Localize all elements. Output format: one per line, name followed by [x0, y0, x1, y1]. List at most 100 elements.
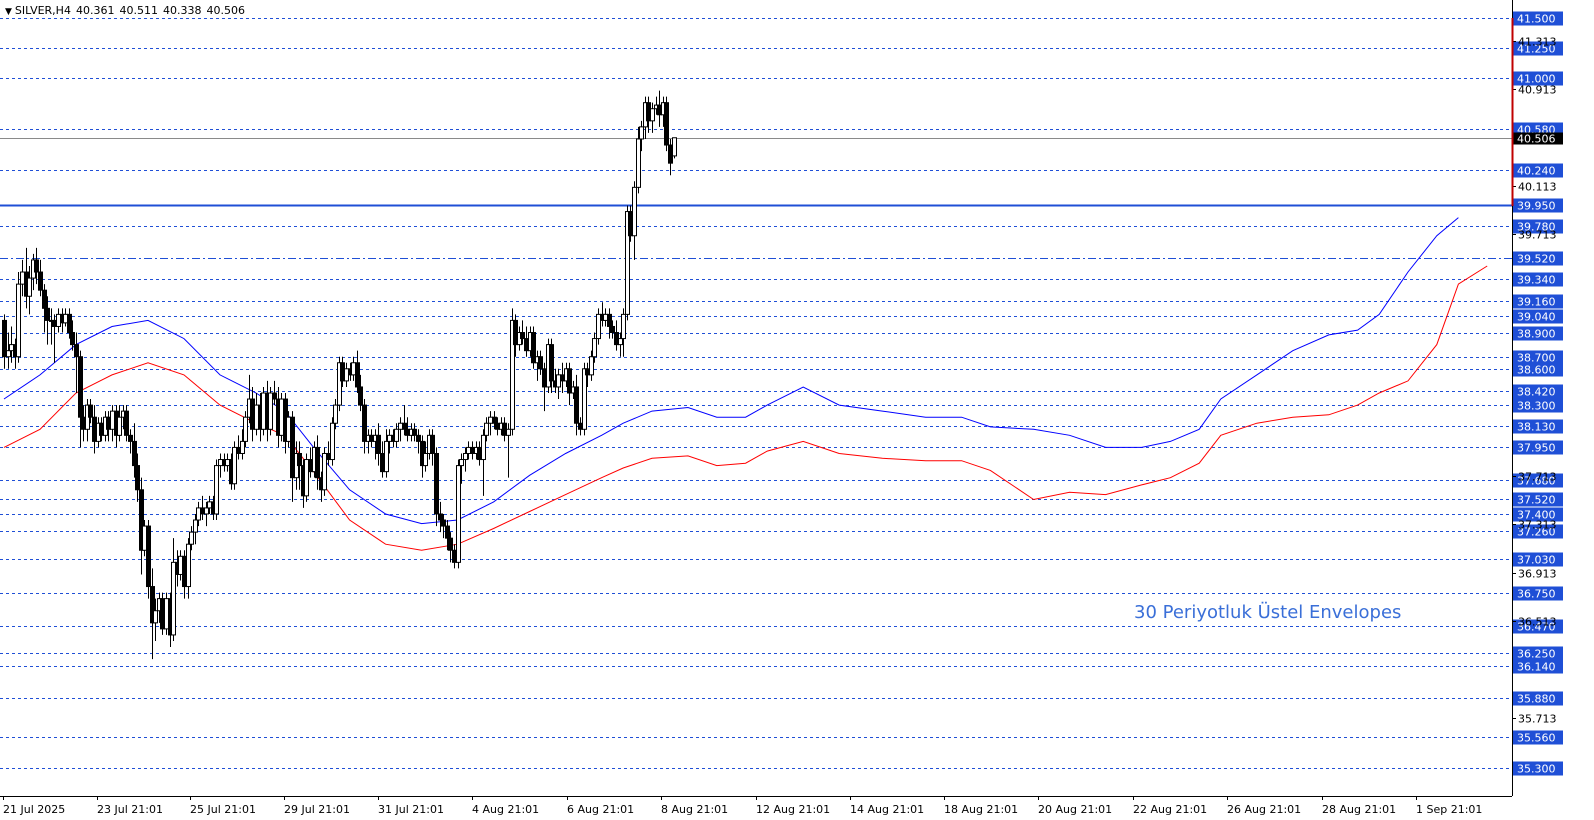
candle-up: [672, 137, 677, 157]
candle-up: [384, 440, 389, 473]
candle-up: [632, 186, 637, 237]
candle-down: [578, 422, 583, 430]
price-tick-label: 37.713: [1518, 471, 1557, 484]
level-label-bg: [1513, 586, 1563, 601]
level-label-bg: [1513, 440, 1563, 455]
candle-down: [124, 410, 129, 436]
level-label-bg: [1513, 326, 1563, 341]
candle-up: [142, 525, 147, 551]
candle-down: [607, 313, 612, 327]
level-label: 41.000: [1517, 73, 1556, 86]
candle-down: [45, 307, 50, 321]
candle-down: [448, 537, 453, 551]
candle-up: [463, 452, 468, 461]
level-label-bg: [1513, 646, 1563, 661]
candle-up: [171, 561, 176, 636]
candle-down: [438, 513, 443, 521]
candle-up: [6, 350, 11, 358]
lower-envelope-line: [3, 265, 1488, 551]
candle-up: [481, 434, 486, 461]
candle-up: [322, 452, 327, 491]
candle-up: [556, 374, 561, 388]
candle-up: [153, 610, 158, 624]
candle-up: [394, 428, 399, 442]
candle-down: [139, 489, 144, 551]
dropdown-triangle-icon[interactable]: ▼: [5, 7, 12, 17]
level-label-bg: [1513, 473, 1563, 488]
candle-down: [362, 404, 367, 442]
candle-up: [488, 416, 493, 424]
level-label-bg: [1513, 11, 1563, 26]
candle-down: [67, 313, 72, 334]
candle-down: [308, 459, 313, 473]
candle-down: [560, 374, 565, 382]
level-label-bg: [1513, 350, 1563, 365]
level-label-bg: [1513, 219, 1563, 234]
level-label: 37.400: [1517, 509, 1556, 522]
candle-up: [592, 338, 597, 358]
candle-up: [268, 392, 273, 430]
candle-down: [2, 319, 7, 358]
level-label: 35.300: [1517, 763, 1556, 776]
level-label-bg: [1513, 309, 1563, 324]
candle-up: [337, 362, 342, 406]
candle-down: [358, 386, 363, 406]
candle-down: [628, 211, 633, 237]
candle-down: [92, 416, 97, 442]
candle-down: [495, 422, 500, 430]
level-label-bg: [1513, 761, 1563, 776]
candle-up: [189, 531, 194, 545]
candle-up: [621, 313, 626, 340]
level-label: 37.680: [1517, 475, 1556, 488]
time-label: 26 Aug 21:01: [1227, 803, 1301, 816]
candle-down: [445, 525, 450, 539]
level-label: 38.300: [1517, 400, 1556, 413]
current-price-label: 40.506: [1517, 133, 1556, 146]
level-label-bg: [1513, 384, 1563, 399]
upper-envelope-line: [3, 217, 1459, 525]
level-label: 38.600: [1517, 364, 1556, 377]
candle-up: [16, 283, 21, 358]
level-label-bg: [1513, 619, 1563, 634]
level-label-bg: [1513, 272, 1563, 287]
level-label: 37.260: [1517, 526, 1556, 539]
level-label-bg: [1513, 362, 1563, 377]
candle-down: [290, 416, 295, 479]
candle-down: [430, 434, 435, 454]
candle-up: [214, 465, 219, 515]
time-label: 28 Aug 21:01: [1322, 803, 1396, 816]
candle-up: [650, 108, 655, 122]
candle-up: [110, 410, 115, 430]
candle-up: [387, 434, 392, 442]
symbol-timeframe: SILVER,H4: [14, 4, 71, 17]
candle-down: [146, 525, 151, 588]
candle-up: [398, 422, 403, 430]
level-label-bg: [1513, 507, 1563, 522]
candle-down: [614, 332, 619, 346]
level-label: 35.880: [1517, 693, 1556, 706]
candle-down: [355, 362, 360, 388]
candle-down: [452, 549, 457, 563]
candle-down: [513, 319, 518, 346]
high-value: 40.511: [119, 4, 158, 17]
candle-down: [315, 446, 320, 479]
candle-up: [304, 459, 309, 497]
candle-down: [182, 555, 187, 588]
time-label: 4 Aug 21:01: [472, 803, 539, 816]
candle-up: [344, 368, 349, 382]
level-label-bg: [1513, 691, 1563, 706]
candle-down: [567, 368, 572, 394]
candle-down: [610, 325, 615, 334]
candle-down: [236, 446, 241, 454]
candle-down: [88, 404, 93, 418]
candle-down: [524, 338, 529, 352]
time-label: 6 Aug 21:01: [567, 803, 634, 816]
price-tick-label: 40.113: [1518, 181, 1557, 194]
level-label: 39.950: [1517, 200, 1556, 213]
candle-up: [196, 507, 201, 521]
level-label: 39.160: [1517, 296, 1556, 309]
low-value: 40.338: [162, 4, 202, 17]
candle-down: [272, 392, 277, 400]
candle-down: [402, 422, 407, 430]
